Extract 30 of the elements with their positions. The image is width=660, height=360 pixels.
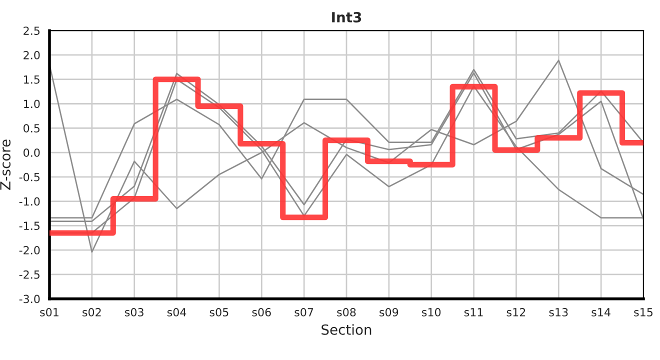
x-tick-label: s03 (124, 308, 144, 316)
y-tick-label: 1.0 (24, 100, 40, 108)
x-tick-label: s04 (167, 308, 186, 316)
y-tick-label: -2.5 (19, 270, 40, 279)
x-tick-label: s10 (422, 308, 441, 316)
chart-title: Int3 (332, 12, 362, 22)
y-tick-label: -1.5 (19, 222, 40, 230)
x-axis-title: Section (322, 324, 372, 335)
y-tick-label: 2.5 (24, 26, 40, 35)
x-tick-label: s01 (40, 308, 58, 316)
x-tick-label: s15 (634, 308, 652, 316)
y-tick-label: -0.5 (19, 172, 40, 182)
x-tick-label: s02 (82, 308, 101, 316)
y-tick-label: 0.0 (24, 148, 40, 157)
x-tick-label: s07 (294, 308, 314, 316)
y-tick-label: -1.0 (19, 197, 40, 206)
x-tick-label: s08 (337, 308, 356, 316)
y-tick-label: -3.0 (19, 294, 40, 304)
x-tick-label: s05 (210, 308, 228, 316)
y-axis-title: Z-score (0, 140, 11, 190)
y-tick-label: 1.5 (24, 75, 40, 84)
y-tick-label: -2.0 (19, 246, 40, 254)
x-tick-label: s06 (252, 308, 271, 316)
x-tick-label: s12 (506, 308, 526, 316)
x-tick-label: s14 (592, 308, 610, 316)
x-tick-label: s13 (549, 308, 568, 316)
x-tick-label: s11 (464, 308, 483, 316)
y-tick-label: 2.0 (24, 50, 40, 60)
y-tick-label: 0.5 (24, 124, 40, 133)
x-tick-label: s09 (380, 308, 398, 316)
